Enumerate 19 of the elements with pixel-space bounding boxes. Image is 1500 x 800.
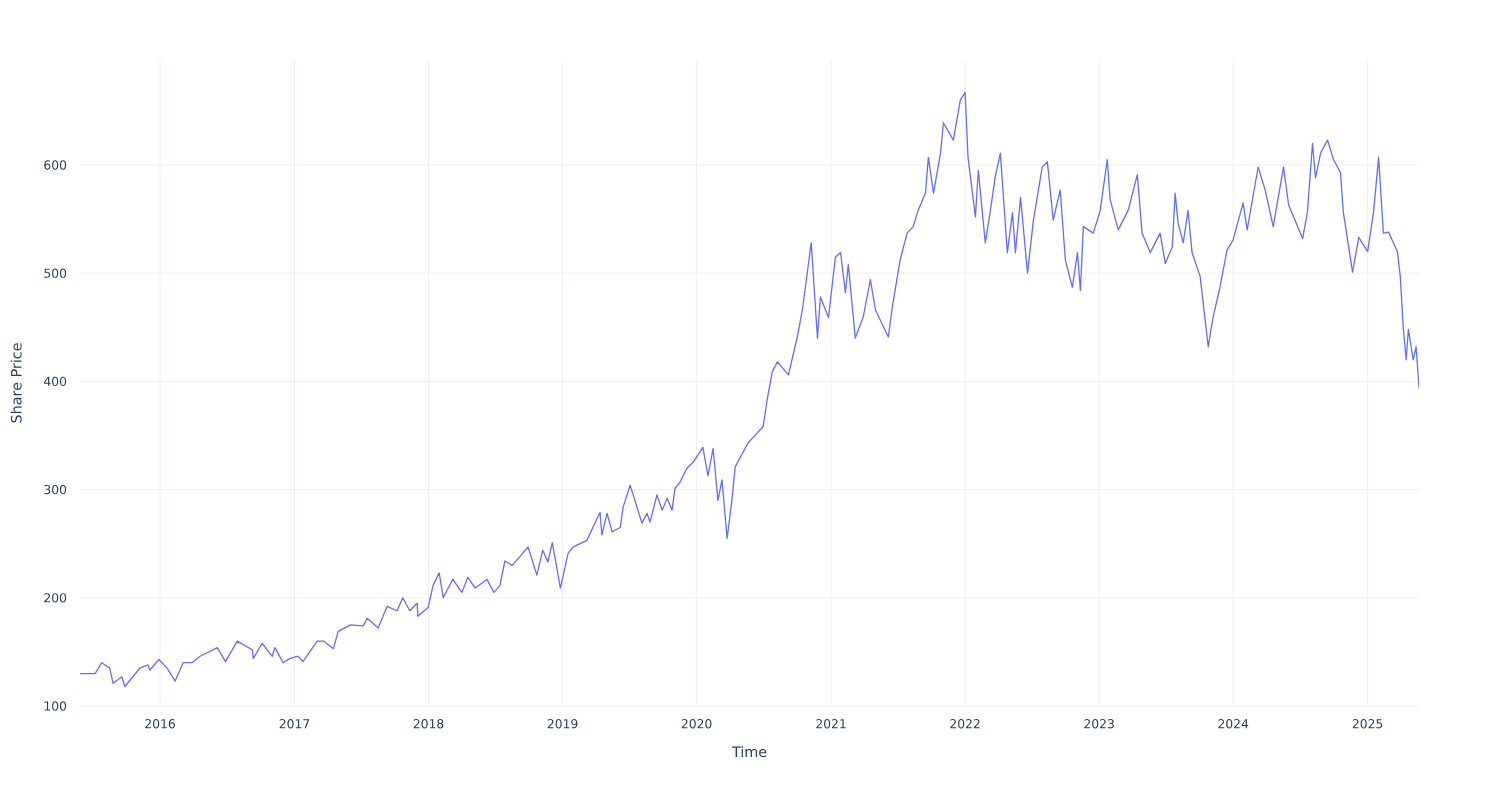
x-tick-label: 2022 bbox=[950, 719, 980, 729]
x-tick-label: 2021 bbox=[816, 719, 846, 729]
y-tick-label: 500 bbox=[44, 268, 67, 278]
x-tick-label: 2018 bbox=[413, 719, 444, 729]
y-tick-label: 600 bbox=[44, 160, 67, 170]
x-tick-label: 2023 bbox=[1084, 719, 1114, 729]
y-tick-label: 400 bbox=[43, 376, 67, 387]
x-tick-label: 2016 bbox=[145, 719, 175, 729]
x-tick-label: 2024 bbox=[1218, 719, 1249, 729]
x-tick-label: 2020 bbox=[681, 719, 712, 729]
y-tick-label: 100 bbox=[44, 701, 67, 711]
x-tick-label: 2017 bbox=[279, 719, 310, 729]
y-axis-title: Share Price bbox=[10, 343, 22, 423]
x-tick-label: 2025 bbox=[1352, 719, 1383, 729]
line-series bbox=[80, 91, 1420, 688]
x-tick-label: 2019 bbox=[547, 719, 578, 729]
y-tick-label: 300 bbox=[44, 484, 67, 495]
x-axis-title: Time bbox=[731, 746, 767, 758]
y-tick-label: 200 bbox=[44, 593, 67, 603]
